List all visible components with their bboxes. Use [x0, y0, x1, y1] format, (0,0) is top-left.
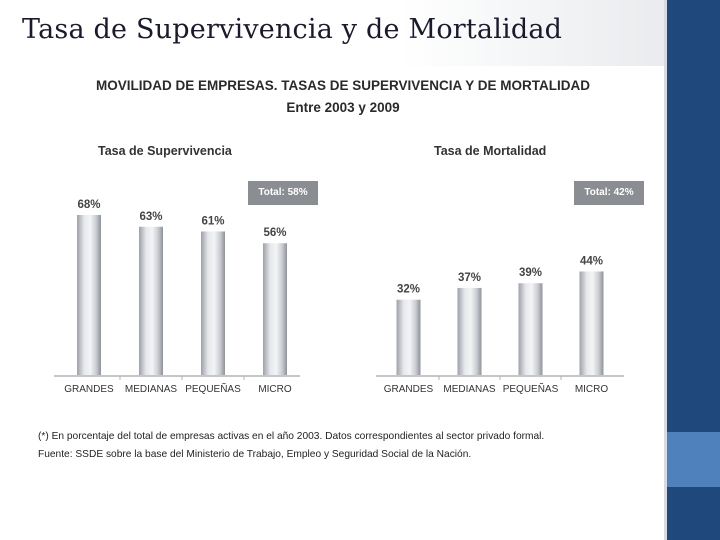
bar-charts: 68% GRANDES 63% MEDIANAS 61% PEQUEÑAS 56% MICRO… — [54, 199, 624, 395]
bar-micro — [263, 243, 287, 375]
category-label: MEDIANAS — [443, 384, 496, 395]
bar-pequeñas — [201, 231, 225, 375]
category-label: GRANDES — [64, 384, 114, 395]
bar-grandes — [396, 299, 421, 375]
slide-title: Tasa de Supervivencia y de Mortalidad — [22, 14, 563, 45]
bar-value-label: 63% — [139, 211, 162, 223]
survival-total-badge: Total: 58% — [248, 181, 318, 205]
mortality-total-badge: Total: 42% — [574, 181, 644, 205]
bar-medianas — [457, 287, 482, 375]
bar-value-label: 61% — [201, 215, 224, 227]
bar-value-label: 32% — [397, 284, 420, 296]
chart-figure: MOVILIDAD DE EMPRESAS. TASAS DE SUPERVIV… — [22, 66, 664, 474]
category-label: PEQUEÑAS — [503, 382, 559, 395]
category-label: MICRO — [258, 384, 292, 395]
category-label: GRANDES — [384, 384, 434, 395]
figure-title: MOVILIDAD DE EMPRESAS. TASAS DE SUPERVIV… — [95, 78, 591, 93]
bar-grandes — [77, 215, 101, 375]
right-edge-divider — [664, 0, 667, 540]
bar-medianas — [139, 226, 163, 375]
survival-chart-title: Tasa de Supervivencia — [98, 144, 232, 158]
mortality-chart-title: Tasa de Mortalidad — [434, 144, 547, 158]
bar-micro — [579, 271, 604, 375]
bar-value-label: 56% — [263, 227, 286, 239]
bar-value-label: 68% — [77, 199, 100, 211]
bar-pequeñas — [518, 283, 543, 375]
figure-subtitle: Entre 2003 y 2009 — [286, 100, 400, 115]
title-band — [0, 0, 667, 66]
category-label: PEQUEÑAS — [185, 382, 241, 395]
bar-value-label: 39% — [519, 267, 542, 279]
footnote-note: (*) En porcentaje del total de empresas … — [38, 431, 545, 442]
category-label: MICRO — [575, 384, 609, 395]
bar-value-label: 37% — [458, 272, 481, 284]
category-label: MEDIANAS — [125, 384, 178, 395]
bar-value-label: 44% — [580, 255, 603, 267]
footnote-source: Fuente: SSDE sobre la base del Ministeri… — [38, 449, 472, 460]
right-accent-block — [667, 432, 720, 487]
